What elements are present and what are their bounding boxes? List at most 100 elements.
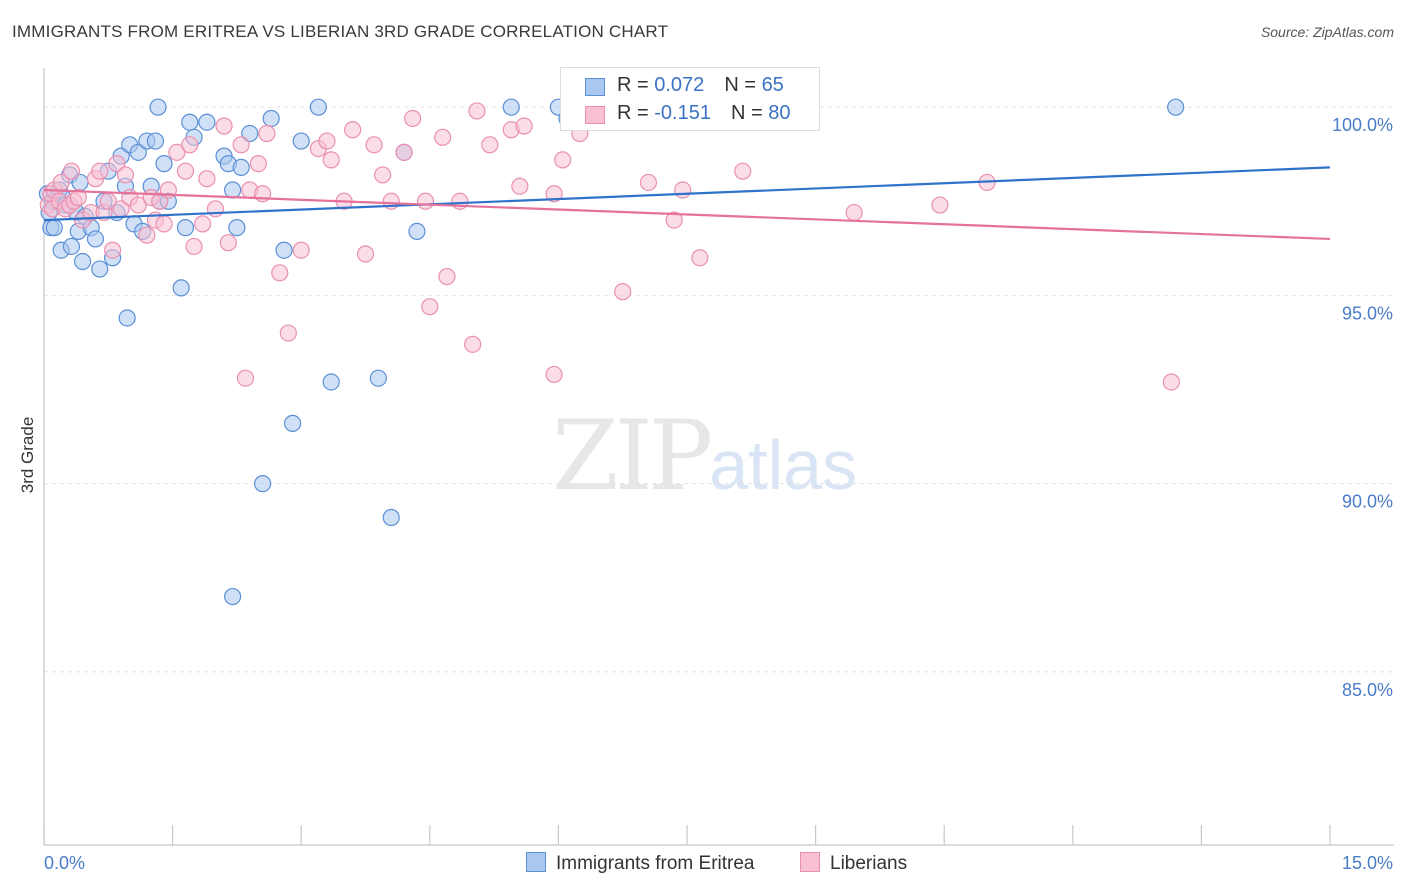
liberian-point [176, 162, 195, 180]
liberian-point [395, 143, 413, 161]
liberian-point [194, 215, 212, 233]
legend-n-label: N = [730, 102, 769, 124]
liberian-point [1162, 373, 1180, 391]
source-label: Source: ZipAtlas.com [1260, 24, 1394, 40]
chart-title: IMMIGRANTS FROM ERITREA VS LIBERIAN 3RD … [12, 22, 669, 41]
liberian-point [434, 128, 452, 146]
liberian-point [151, 192, 169, 210]
liberian-point [198, 170, 216, 188]
legend-swatch-pink [800, 852, 820, 872]
liberian-point [639, 173, 658, 192]
legend-swatch-blue [526, 852, 546, 872]
watermark-zip: ZIP [552, 400, 713, 512]
liberian-point [545, 185, 563, 203]
liberian-point [344, 121, 362, 139]
liberian-point [511, 177, 529, 195]
liberian-point [734, 162, 752, 180]
liberian-point [545, 365, 563, 384]
eritrea-point [224, 587, 242, 606]
liberian-trend-line [43, 188, 1331, 241]
legend-r-value: -0.151 [654, 102, 711, 124]
eritrea-point [228, 219, 246, 237]
liberian-point [931, 196, 949, 214]
liberian-point [365, 136, 383, 154]
x-tick-label: 15.0% [1342, 853, 1393, 873]
liberian-point [185, 237, 203, 256]
liberian-point [614, 283, 632, 301]
legend-swatch-pink [585, 106, 605, 124]
eritrea-point [181, 113, 199, 131]
liberian-point [91, 162, 109, 180]
liberian-point [108, 155, 126, 173]
liberian-point [249, 155, 267, 173]
eritrea-point [176, 219, 195, 237]
eritrea-point [62, 237, 81, 256]
liberian-point [168, 143, 186, 161]
eritrea-point [275, 241, 293, 259]
eritrea-point [502, 98, 520, 116]
liberian-point [103, 241, 122, 259]
x-tick-label: 0.0% [44, 853, 85, 873]
liberian-point [206, 200, 225, 218]
legend-r-label: R = [617, 74, 655, 96]
legend-label-liberians: Liberians [830, 853, 908, 874]
legend-n-value: 65 [761, 74, 784, 96]
liberian-point [155, 215, 173, 233]
legend-item-eritrea: Immigrants from Eritrea [526, 852, 754, 875]
liberian-point [356, 245, 375, 263]
liberian-point [271, 264, 289, 282]
legend-label-eritrea: Immigrants from Eritrea [556, 853, 755, 874]
liberian-point [279, 324, 297, 342]
eritrea-point [309, 98, 327, 116]
liberian-point [116, 166, 135, 184]
eritrea-point [146, 132, 165, 150]
liberian-point [69, 188, 87, 207]
eritrea-point [322, 373, 340, 391]
y-tick-label: 95.0% [1342, 303, 1393, 323]
liberian-point [691, 249, 709, 267]
liberian-point [554, 151, 572, 169]
eritrea-point [232, 158, 250, 177]
watermark-atlas: atlas [709, 426, 858, 504]
eritrea-point [254, 475, 272, 493]
eritrea-point [172, 279, 190, 297]
liberian-point [374, 166, 392, 184]
eritrea-point [155, 155, 173, 173]
eritrea-point [149, 98, 167, 116]
y-tick-label: 90.0% [1342, 492, 1393, 512]
liberian-point [236, 369, 255, 387]
legend-n-value: 80 [768, 102, 791, 124]
liberian-point [665, 211, 683, 229]
eritrea-point [91, 260, 109, 278]
liberian-point [215, 117, 233, 135]
legend-r-value: 0.072 [654, 74, 705, 96]
legend-item-liberians: Liberians [800, 852, 907, 875]
liberian-point [674, 181, 692, 199]
legend-row-liberians: R = -0.151 N = 80 [585, 102, 791, 125]
tick-labels: 100.0% 95.0% 90.0% 85.0% 0.0% 15.0% 3rd Grade [18, 115, 1393, 873]
eritrea-point [382, 508, 400, 527]
liberian-point [464, 335, 482, 353]
eritrea-point [292, 132, 310, 150]
trend-lines [43, 166, 1331, 241]
eritrea-point [408, 222, 426, 240]
liberian-point [421, 298, 439, 316]
eritrea-point [118, 309, 136, 327]
eritrea-point [129, 143, 147, 161]
liberian-point [62, 162, 81, 180]
liberian-point [845, 203, 863, 222]
eritrea-point [73, 252, 92, 271]
y-axis-label: 3rd Grade [18, 417, 37, 494]
liberian-point [232, 136, 250, 154]
liberian-point [129, 196, 147, 214]
liberian-point [515, 117, 533, 135]
liberian-point [138, 226, 156, 244]
liberian-point [219, 234, 237, 252]
legend-r-label: R = [617, 102, 655, 124]
liberian-point [322, 151, 340, 169]
y-tick-label: 85.0% [1342, 680, 1393, 700]
liberian-point [292, 241, 310, 259]
liberian-point [416, 192, 435, 210]
eritrea-point [198, 113, 216, 131]
